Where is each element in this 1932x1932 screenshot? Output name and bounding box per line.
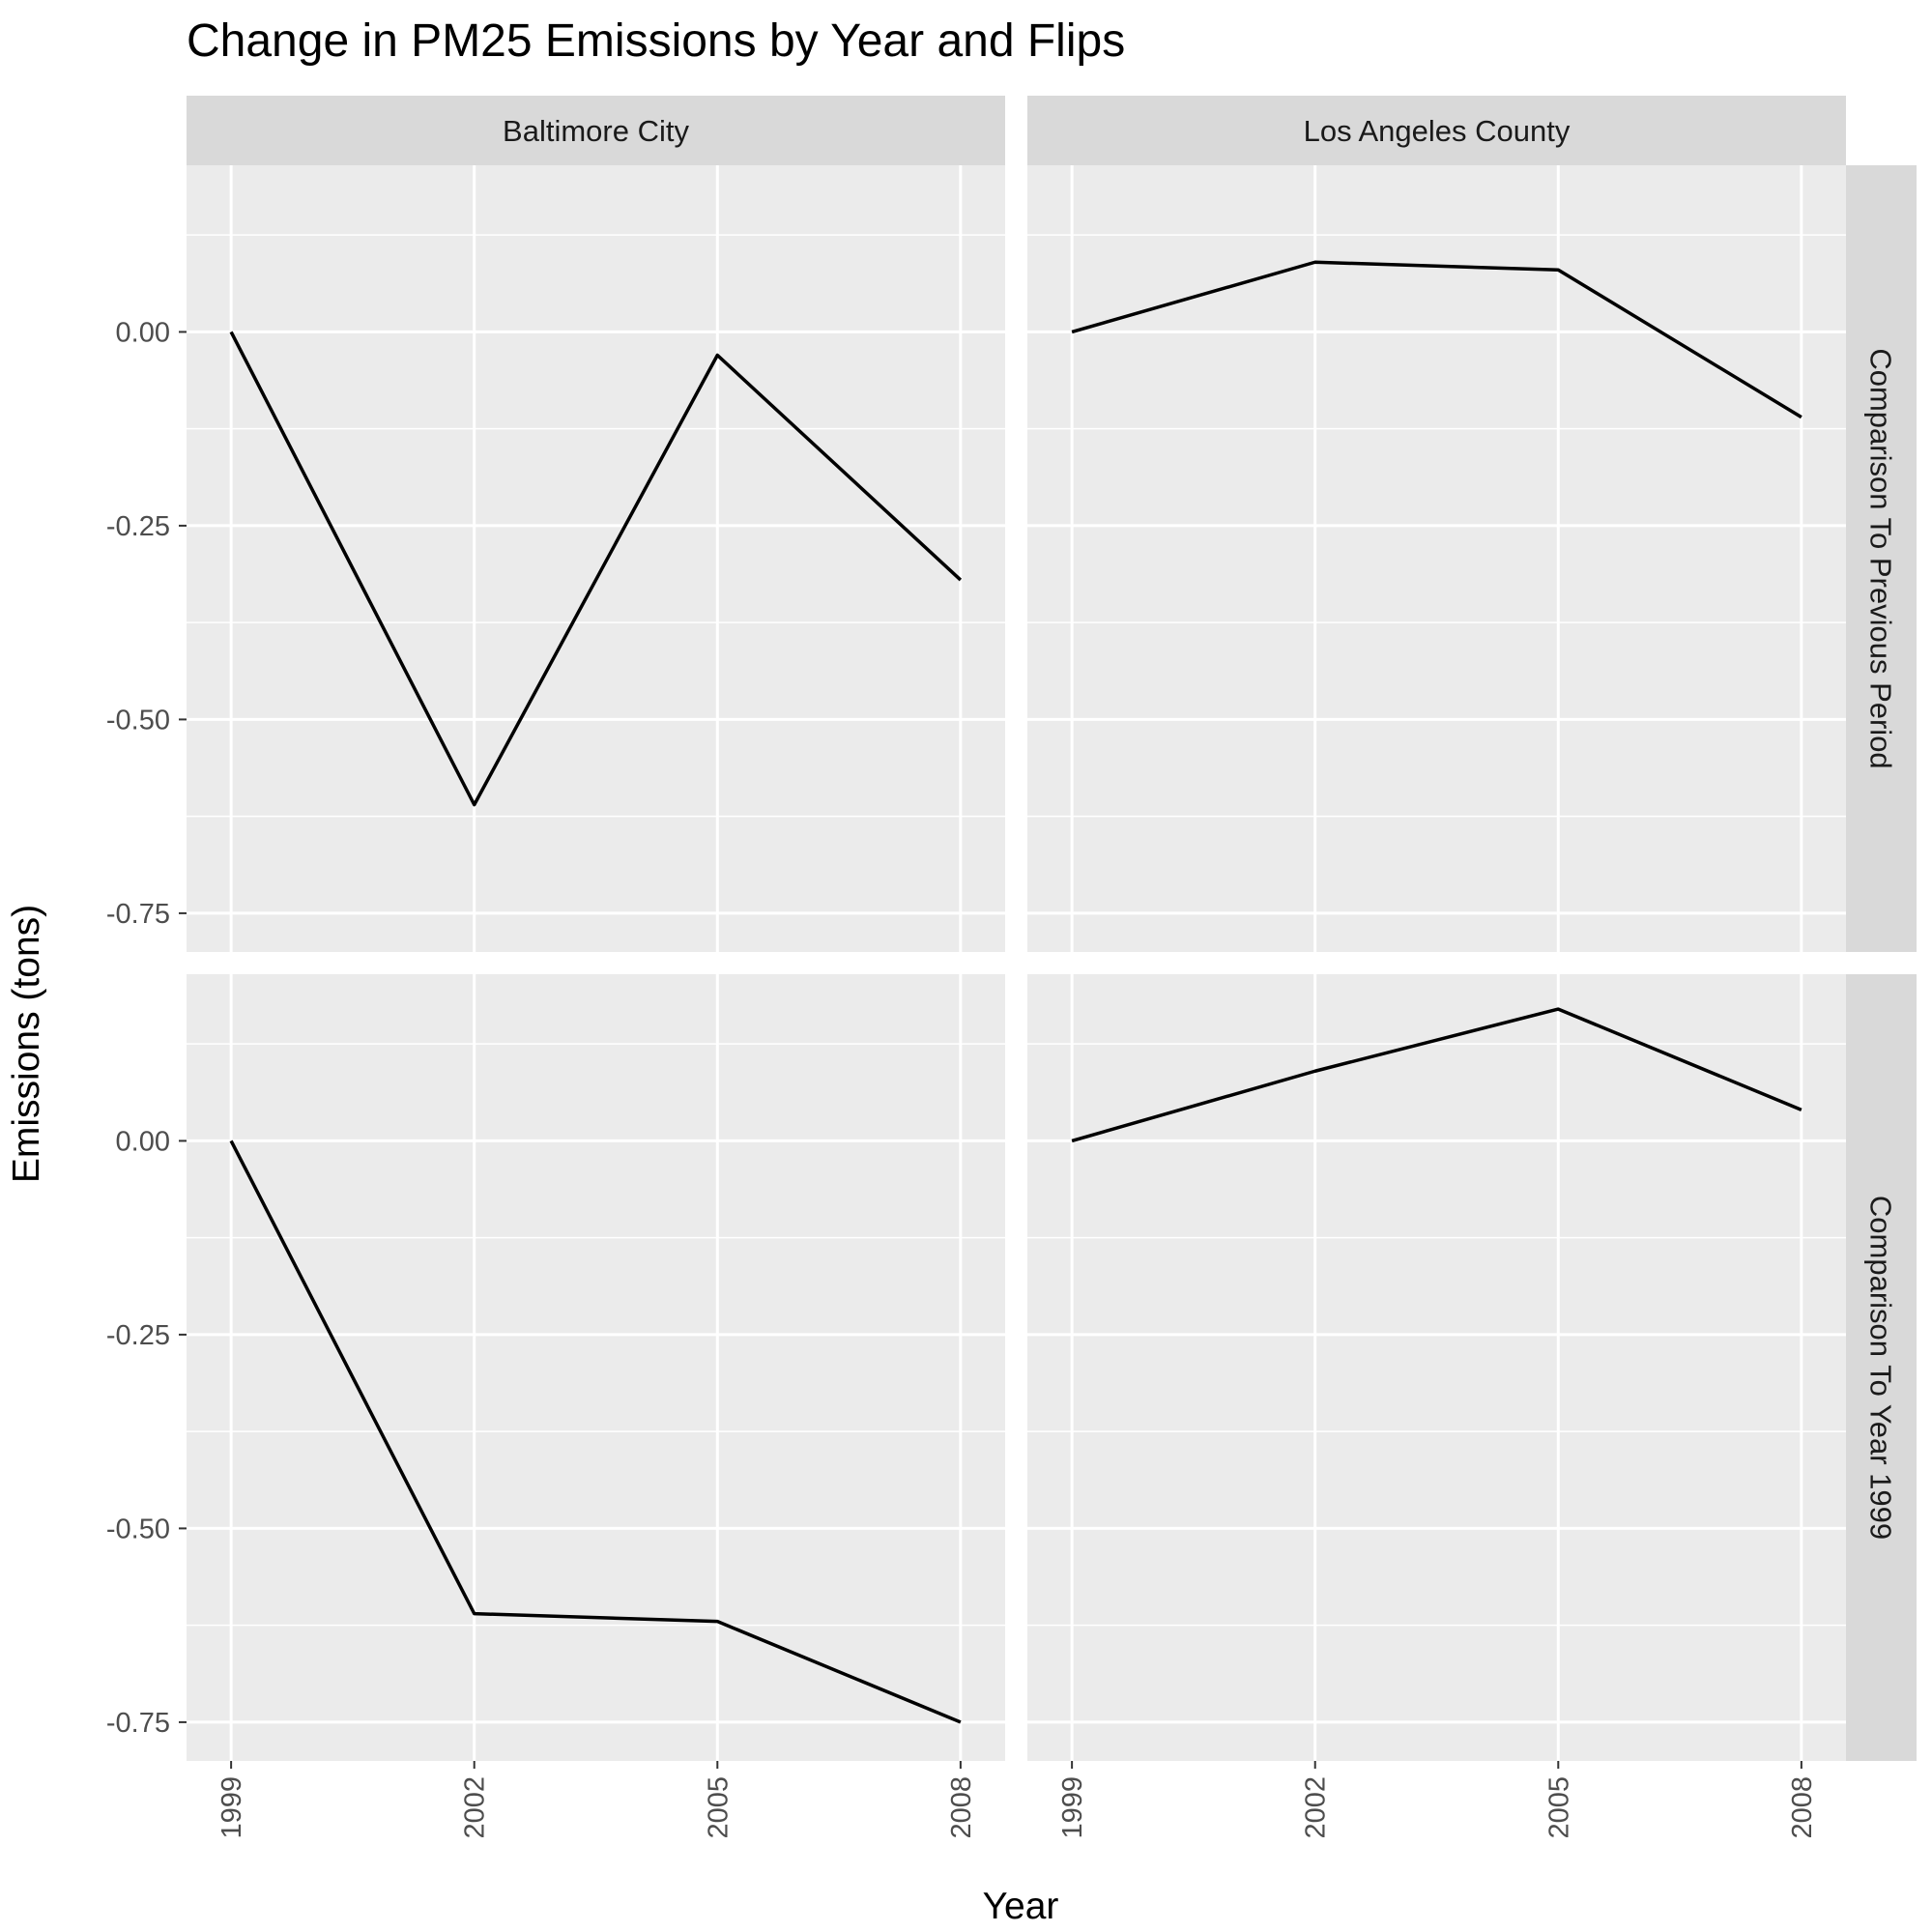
y-tick-label: -0.25 (106, 1320, 170, 1351)
facet-strips: Baltimore City Los Angeles County Comparis… (187, 96, 1917, 1761)
facet-strip-top (187, 96, 1005, 165)
series-line (229, 1139, 962, 1724)
facet-strip-right (1846, 974, 1917, 1761)
y-axis-title: Emissions (tons) (6, 905, 47, 1183)
x-tick-label: 2002 (1301, 1776, 1332, 1839)
facet-panels (187, 165, 1846, 1761)
y-tick-label: -0.50 (106, 1514, 170, 1544)
y-axis-ticks: 0.00 -0.25 -0.50 -0.75 0.00 -0.25 -0.50 -0.75 (106, 317, 187, 1739)
x-tick-label: 1999 (1057, 1776, 1088, 1839)
series-line (1071, 1007, 1802, 1143)
x-tick-label: 2008 (1787, 1776, 1818, 1839)
panel-background (1027, 165, 1846, 952)
y-tick-label: -0.75 (106, 899, 170, 930)
facet-strip-top (1027, 96, 1846, 165)
x-tick-label: 2002 (460, 1776, 491, 1839)
x-tick-label: 1999 (216, 1776, 247, 1839)
facet-strip-right (1846, 165, 1917, 952)
x-tick-label: 2008 (946, 1776, 977, 1839)
series-line (1071, 260, 1802, 419)
y-tick-label: 0.00 (116, 317, 170, 348)
x-axis-title: Year (983, 1886, 1059, 1927)
panel-background (187, 165, 1005, 952)
facet-panel (187, 974, 1005, 1761)
x-tick-label: 2005 (1543, 1776, 1574, 1839)
facet-row-label: Comparison To Year 1999 (1864, 1196, 1898, 1540)
facet-panel (1027, 974, 1846, 1761)
facet-column-label: Los Angeles County (1304, 114, 1571, 148)
series-line (229, 331, 963, 807)
panel-background (187, 974, 1005, 1761)
y-tick-label: -0.50 (106, 705, 170, 735)
facet-column-label: Baltimore City (503, 114, 689, 148)
x-tick-label: 2005 (703, 1776, 734, 1839)
facet-row-label: Comparison To Previous Period (1864, 348, 1898, 768)
y-tick-label: -0.75 (106, 1708, 170, 1739)
y-tick-label: 0.00 (116, 1126, 170, 1157)
facet-panel (187, 165, 1005, 952)
chart-title: Change in PM25 Emissions by Year and Fli… (187, 15, 1125, 67)
facet-panel (1027, 165, 1846, 952)
y-tick-label: -0.25 (106, 511, 170, 542)
panel-background (1027, 974, 1846, 1761)
x-axis-ticks: 1999 2002 2005 2008 1999 2002 2005 2008 (216, 1761, 1818, 1839)
